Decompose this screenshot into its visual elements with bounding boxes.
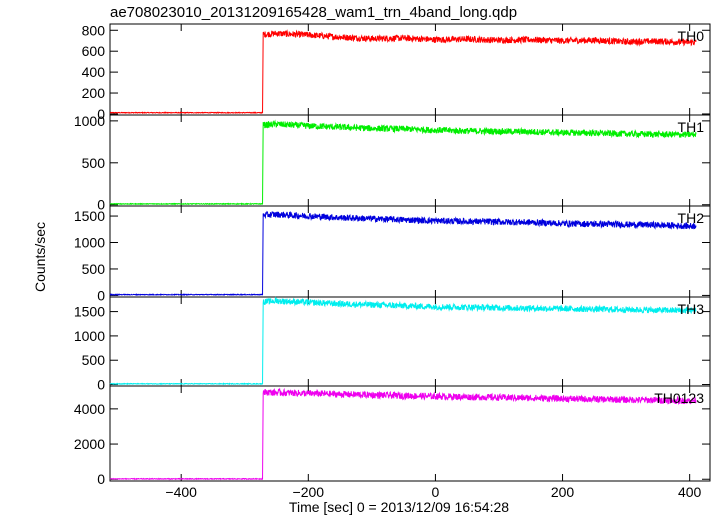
series-label: TH0 (678, 28, 705, 44)
y-tick-label: 1000 (74, 235, 105, 251)
series-line-th3 (109, 296, 697, 386)
panel-th3: 0 500 1000 1500 TH3 (74, 296, 711, 393)
y-tick-label: 1000 (74, 113, 105, 129)
series-line-th0123 (109, 387, 697, 481)
y-tick-label: 2000 (74, 436, 105, 452)
series-line-th1 (109, 119, 697, 206)
y-tick-label: 0 (97, 377, 105, 393)
y-tick-label: 0 (97, 197, 105, 213)
x-tick-label: 0 (432, 484, 440, 500)
y-tick-label: 0 (97, 471, 105, 487)
chart-title: ae708023010_20131209165428_wam1_trn_4ban… (110, 4, 517, 21)
y-tick-label: 500 (82, 155, 106, 171)
y-tick-label: 800 (82, 22, 106, 38)
y-tick-label: 400 (82, 64, 106, 80)
y-tick-label: 0 (97, 287, 105, 303)
y-tick-label: 500 (82, 261, 106, 277)
y-tick-label: 1500 (74, 208, 105, 224)
x-axis-label: Time [sec] 0 = 2013/12/09 16:54:28 (289, 499, 509, 515)
series-label: TH2 (678, 210, 705, 226)
panels: 0 200 400 600 800 TH0 0 500 1000 TH1 0 500 1000 1500 T… (74, 22, 711, 500)
x-tick-label: −200 (293, 484, 325, 500)
y-tick-label: 4000 (74, 401, 105, 417)
series-label: TH0123 (654, 390, 704, 406)
series-label: TH1 (678, 119, 705, 135)
y-tick-label: 1000 (74, 328, 105, 344)
x-tick-label: −400 (165, 484, 197, 500)
series-line-th2 (109, 210, 697, 296)
y-tick-label: 0 (97, 106, 105, 122)
panel-frame (109, 385, 711, 482)
y-tick-label: 500 (82, 352, 106, 368)
y-axis-label: Counts/sec (32, 222, 48, 292)
x-tick-label: 400 (678, 484, 702, 500)
panel-th0: 0 200 400 600 800 TH0 (82, 22, 711, 122)
series-label: TH3 (678, 301, 705, 317)
panel-th2: 0 500 1000 1500 TH2 (74, 205, 711, 303)
y-tick-label: 600 (82, 43, 106, 59)
panel-th0123: 0 2000 4000 −400 −200 0 200 400 TH0123 (74, 385, 711, 500)
x-tick-label: 200 (551, 484, 575, 500)
y-tick-label: 200 (82, 85, 106, 101)
panel-th1: 0 500 1000 TH1 (74, 113, 711, 213)
series-line-th0 (109, 29, 697, 115)
y-tick-label: 1500 (74, 304, 105, 320)
